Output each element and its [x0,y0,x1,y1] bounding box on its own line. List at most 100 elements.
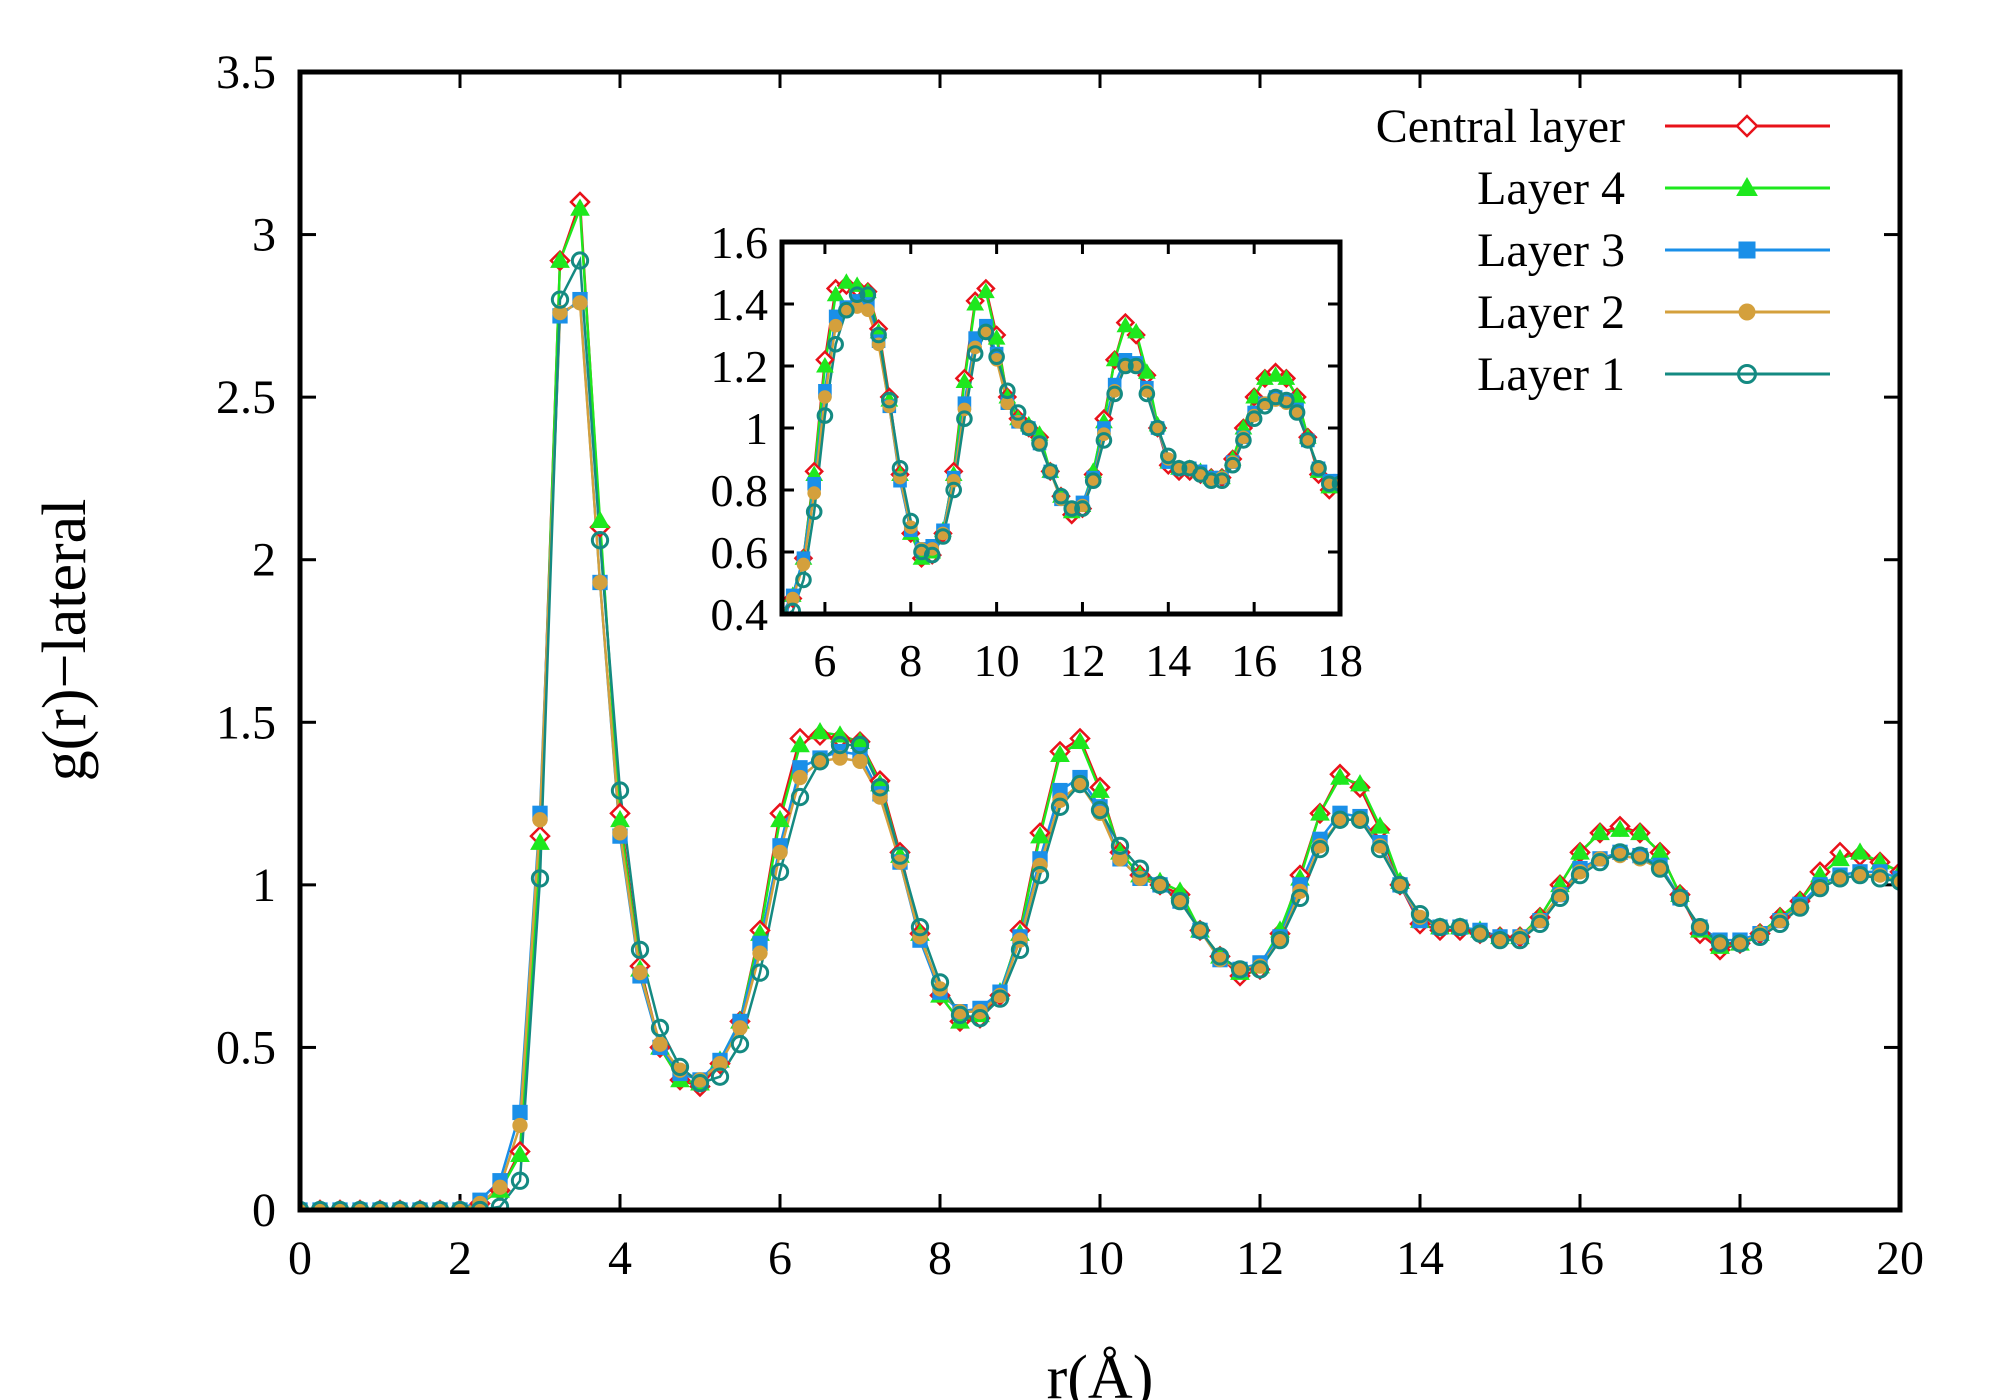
main-x-tick-label: 2 [448,1232,472,1285]
main-point-layer-1 [1070,774,1090,794]
main-x-tick-label: 20 [1876,1232,1924,1285]
main-point-layer-2 [1392,877,1408,893]
main-point-layer-1 [950,1005,970,1025]
inset-point-layer-4 [1343,467,1359,481]
main-point-layer-1 [550,290,570,309]
main-point-layer-1 [510,1171,530,1190]
main-point-layer-2 [1452,919,1468,935]
main-point-layer-1 [1750,927,1770,947]
main-point-layer-2 [1792,899,1808,916]
main-point-layer-1 [1090,800,1110,820]
main-point-layer-1 [1230,960,1250,979]
main-point-layer-4 [1590,822,1610,841]
main-point-layer-1 [1150,875,1170,895]
inset-x-tick-label: 16 [1231,635,1277,686]
inset-point-layer-1 [891,460,909,477]
main-point-layer-2 [1852,867,1868,883]
main-x-tick-label: 14 [1396,1232,1444,1285]
inset-point-layer-1 [795,571,812,589]
main-y-tick-label: 3 [252,209,276,262]
inset-point-layer-1 [956,410,973,428]
main-point-layer-1 [930,973,950,992]
main-point-layer-1 [1110,836,1130,855]
main-x-tick-label: 10 [1076,1232,1124,1285]
inset-point-layer-1 [870,326,887,344]
inset-x-tick-label: 6 [813,635,836,686]
inset-plot-frame [779,239,1343,617]
inset-point-layer-1 [988,348,1005,366]
main-y-tick-labels: 0 0.5 1 1.5 2 2.5 3 3.5 [216,46,276,1237]
inset-point-layer-1 [838,301,855,319]
main-point-layer-1 [1370,839,1390,859]
main-x-tick-label: 4 [608,1232,632,1285]
inset-point-layer-2 [828,318,843,333]
inset-point-layer-4 [966,294,985,311]
main-point-layer-1 [1810,878,1830,898]
main-point-layer-2 [1332,812,1348,828]
main-plot: 0 2 4 6 8 10 12 14 16 18 20 00.511.522.533.5 [216,46,1924,1285]
inset-point-layer-1 [945,481,962,499]
inset-y-tick-label: 1.2 [711,341,769,392]
main-point-layer-1 [970,1009,990,1028]
inset-point-layer-1 [923,546,941,564]
main-point-layer-2 [1832,870,1848,887]
main-point-layer-1 [1790,898,1810,917]
main-point-layer-1 [830,735,850,755]
main-point-layer-4 [790,735,810,753]
main-point-layer-1 [1250,960,1270,979]
main-point-layer-1 [910,917,930,937]
inset-y-tick-label: 0.8 [711,465,769,516]
main-point-layer-2 [772,844,788,860]
legend-marker-layer-1 [1737,364,1757,384]
main-point-layer-4 [1850,842,1870,860]
main-point-layer-2 [792,769,808,786]
main-point-layer-3 [512,1104,528,1121]
main-point-layer-2 [1432,919,1448,935]
main-point-layer-2 [1672,890,1688,906]
main-y-tick-label: 2 [252,534,276,587]
inset-point-layer-1 [848,286,866,304]
inset-point-layer-4 [826,285,845,302]
inset-markers-group [782,273,1359,614]
main-point-layer-1 [770,862,790,882]
main-point-layer-1 [1510,930,1530,950]
inset-point-layer-1 [1020,419,1038,437]
inset-point-layer-4 [987,329,1006,345]
main-point-layer-1 [1670,888,1690,908]
inset-point-layer-2 [1022,421,1036,435]
inset-point-layer-2 [1344,468,1358,482]
inset-y-tick-label: 1.6 [711,217,769,268]
main-point-layer-1 [1570,865,1590,885]
main-point-layer-4 [590,510,610,528]
main-point-layer-4 [1030,826,1050,844]
main-point-layer-2 [1492,932,1508,948]
inset-point-layer-1 [1224,456,1241,474]
main-point-layer-1 [990,989,1010,1008]
main-point-layer-2 [492,1179,508,1195]
main-point-layer-2 [1732,935,1748,952]
main-point-layer-1 [1850,865,1870,885]
legend-marker-layer-2 [1738,303,1756,321]
x-axis-title: r(Å) [1047,1344,1154,1400]
main-point-layer-4 [1370,816,1390,834]
inset-point-layer-1 [999,382,1016,400]
main-point-layer-2 [612,825,628,841]
main-point-layer-1 [1590,852,1610,872]
inset-point-layer-1 [1041,463,1059,480]
main-point-layer-2 [572,295,588,311]
main-point-layer-1 [1290,888,1310,908]
main-point-layer-1 [1310,839,1330,859]
main-x-tick-label: 6 [768,1232,792,1285]
main-point-layer-4 [1610,819,1630,837]
main-point-layer-4 [810,722,830,740]
inset-point-layer-1 [1084,472,1102,490]
main-point-layer-1 [1330,810,1350,829]
main-point-layer-1 [1390,875,1410,895]
inset-point-layer-2 [807,486,821,500]
inset-point-layer-1 [1160,447,1177,465]
main-point-layer-4 [530,832,550,850]
inset-y-tick-labels: 0.4 0.6 0.8 1 1.2 1.4 1.6 [711,217,769,640]
inset-point-layer-4 [816,356,834,373]
inset-y-tick-label: 1 [745,403,768,454]
main-point-layer-1 [570,251,590,270]
